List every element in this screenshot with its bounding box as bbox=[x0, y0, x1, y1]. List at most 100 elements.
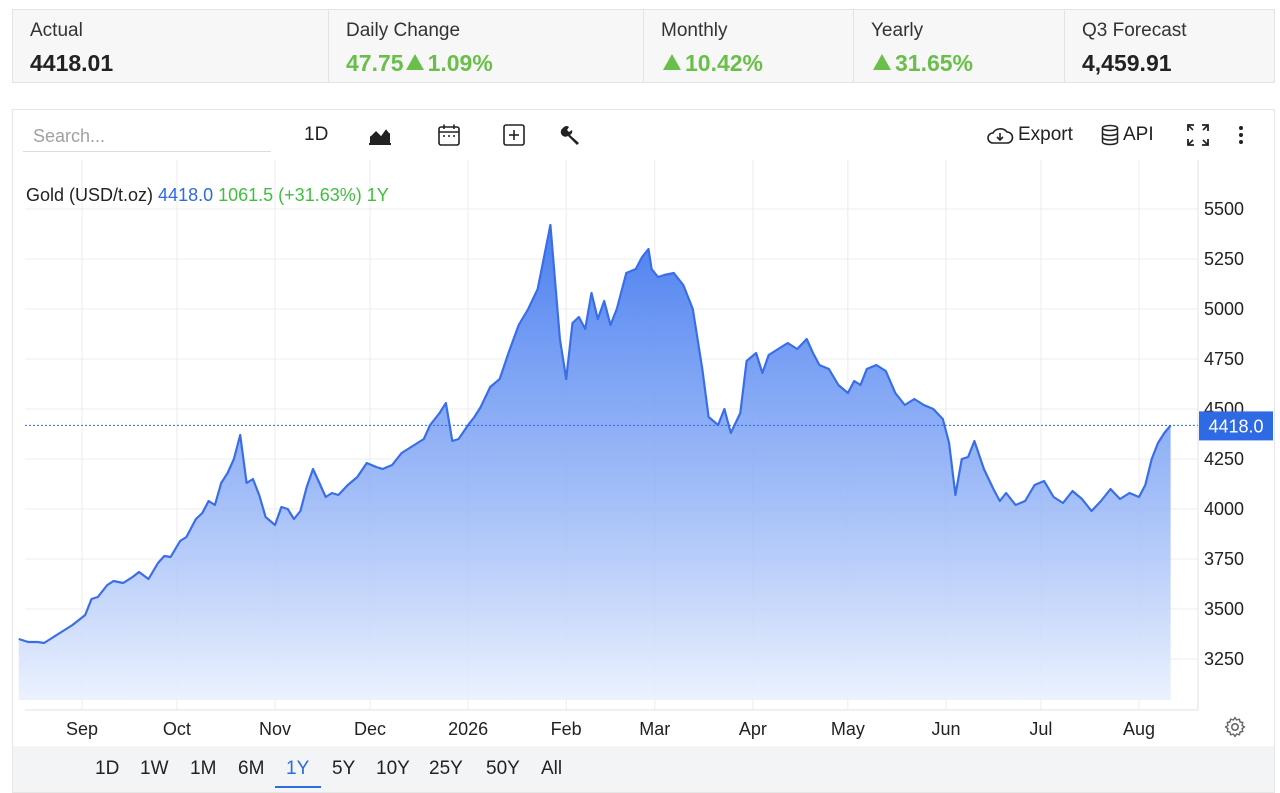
data-point bbox=[999, 500, 1001, 502]
range-button-1w[interactable]: 1W bbox=[140, 758, 169, 779]
data-point bbox=[1005, 492, 1007, 494]
range-button-25y[interactable]: 25Y bbox=[429, 758, 463, 779]
chart-type-icon[interactable] bbox=[368, 120, 392, 150]
data-point bbox=[1119, 498, 1121, 500]
data-point bbox=[885, 370, 887, 372]
stat-monthly: Monthly 10.42% bbox=[644, 10, 854, 82]
data-point bbox=[337, 494, 339, 496]
data-point bbox=[597, 318, 599, 320]
y-tick-label: 5250 bbox=[1204, 249, 1244, 269]
data-point bbox=[973, 440, 975, 442]
x-tick-label: Jun bbox=[931, 719, 960, 739]
stat-actual-value: 4418.01 bbox=[30, 50, 114, 76]
data-point bbox=[499, 378, 501, 380]
data-point bbox=[18, 638, 20, 640]
data-point bbox=[578, 316, 580, 318]
data-point bbox=[84, 614, 86, 616]
data-point bbox=[467, 424, 469, 426]
legend-series-name: Gold (USD/t.oz) bbox=[26, 185, 154, 205]
data-point bbox=[847, 392, 849, 394]
data-point bbox=[445, 402, 447, 404]
add-indicator-icon[interactable] bbox=[502, 120, 526, 150]
y-tick-label: 5500 bbox=[1204, 199, 1244, 219]
data-point bbox=[306, 486, 308, 488]
data-point bbox=[853, 380, 855, 382]
data-point bbox=[299, 510, 301, 512]
data-point bbox=[812, 352, 814, 354]
data-point bbox=[913, 398, 915, 400]
search-input[interactable] bbox=[23, 122, 271, 152]
data-point bbox=[90, 598, 92, 600]
y-tick-label: 4000 bbox=[1204, 499, 1244, 519]
data-point bbox=[1151, 458, 1153, 460]
range-button-10y[interactable]: 10Y bbox=[376, 758, 410, 779]
y-tick-label: 4750 bbox=[1204, 349, 1244, 369]
data-point bbox=[220, 482, 222, 484]
data-point bbox=[584, 328, 586, 330]
data-point bbox=[451, 440, 453, 442]
data-point bbox=[201, 512, 203, 514]
api-button[interactable]: API bbox=[1100, 120, 1154, 150]
wrench-icon[interactable] bbox=[560, 120, 582, 150]
stat-forecast: Q3 Forecast 4,459.91 bbox=[1065, 10, 1274, 82]
range-button-50y[interactable]: 50Y bbox=[486, 758, 520, 779]
series-area bbox=[18, 225, 1171, 700]
data-point bbox=[739, 412, 741, 414]
data-point bbox=[59, 632, 61, 634]
stat-yearly-label: Yearly bbox=[871, 20, 924, 41]
data-point bbox=[391, 464, 393, 466]
data-point bbox=[787, 342, 789, 344]
api-label: API bbox=[1123, 124, 1154, 145]
chart-toolbar: 1D Export API bbox=[13, 110, 1274, 158]
range-button-6m[interactable]: 6M bbox=[238, 758, 265, 779]
data-point bbox=[375, 466, 377, 468]
y-tick-label: 3750 bbox=[1204, 549, 1244, 569]
data-point bbox=[252, 478, 254, 480]
data-point bbox=[961, 458, 963, 460]
range-button-all[interactable]: All bbox=[541, 758, 563, 779]
range-button-1y[interactable]: 1Y bbox=[286, 758, 310, 779]
current-price-tag bbox=[1199, 411, 1273, 441]
x-tick-label: 2026 bbox=[448, 719, 488, 739]
stat-yearly-value: 31.65% bbox=[871, 50, 1064, 76]
data-point bbox=[828, 368, 830, 370]
data-point bbox=[407, 448, 409, 450]
stat-daily-change: Daily Change 47.75 1.09% bbox=[329, 10, 644, 82]
settings-gear-icon[interactable] bbox=[1224, 716, 1246, 743]
data-point bbox=[559, 338, 561, 340]
data-point bbox=[745, 360, 747, 362]
data-point bbox=[122, 582, 124, 584]
data-point bbox=[837, 384, 839, 386]
data-point bbox=[157, 562, 159, 564]
interval-button[interactable]: 1D bbox=[304, 124, 329, 145]
data-point bbox=[866, 368, 868, 370]
more-options-icon[interactable] bbox=[1236, 120, 1246, 150]
data-point bbox=[647, 248, 649, 250]
data-point bbox=[1062, 502, 1064, 504]
data-point bbox=[1144, 484, 1146, 486]
data-point bbox=[761, 372, 763, 374]
fullscreen-icon[interactable] bbox=[1186, 120, 1210, 150]
data-point bbox=[49, 638, 51, 640]
data-point bbox=[1090, 510, 1092, 512]
data-point bbox=[37, 641, 39, 643]
data-point bbox=[179, 540, 181, 542]
calendar-icon[interactable] bbox=[437, 120, 461, 150]
range-button-1m[interactable]: 1M bbox=[190, 758, 217, 779]
data-point bbox=[1043, 480, 1045, 482]
data-point bbox=[438, 412, 440, 414]
data-point bbox=[818, 364, 820, 366]
data-point bbox=[169, 556, 171, 558]
data-point bbox=[701, 368, 703, 370]
range-button-1d[interactable]: 1D bbox=[95, 758, 120, 779]
stat-daily-change-value: 47.75 1.09% bbox=[346, 50, 643, 76]
data-point bbox=[707, 416, 709, 418]
range-button-5y[interactable]: 5Y bbox=[332, 758, 356, 779]
price-chart[interactable]: 3250350037504000425045004750500052505500… bbox=[13, 110, 1274, 792]
data-point bbox=[131, 576, 133, 578]
data-point bbox=[239, 434, 241, 436]
export-button[interactable]: Export bbox=[986, 120, 1073, 150]
yearly-percent: 31.65% bbox=[895, 50, 974, 76]
data-point bbox=[473, 416, 475, 418]
data-point bbox=[400, 452, 402, 454]
